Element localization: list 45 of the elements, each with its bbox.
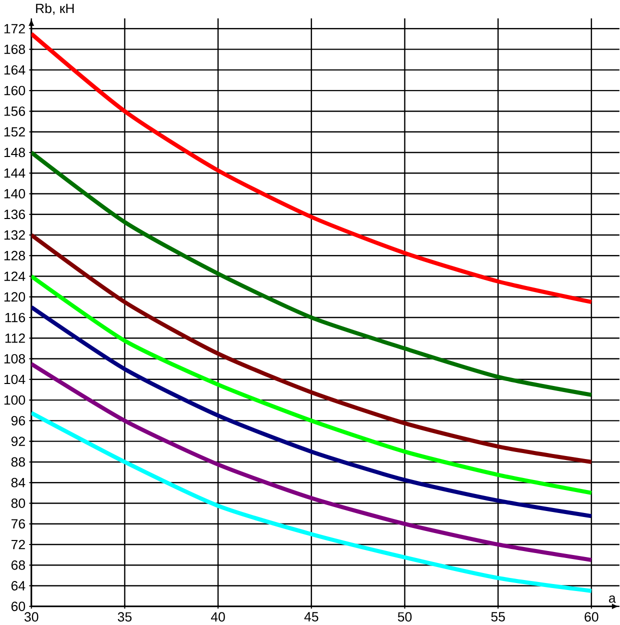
y-tick-label: 64 (11, 581, 26, 590)
y-tick-label: 92 (11, 436, 25, 446)
x-tick-label: 30 (24, 612, 38, 622)
y-tick-label: 144 (4, 168, 26, 178)
x-tick-label: 35 (118, 612, 132, 622)
x-tick-label: 55 (491, 612, 505, 622)
x-tick-label: 60 (584, 612, 598, 622)
y-tick-label: 108 (4, 354, 25, 364)
x-tick-label: 40 (210, 612, 225, 622)
y-axis-title: Rb, кН (36, 3, 74, 15)
y-tick-label: 160 (4, 86, 25, 96)
x-tick-label: 45 (304, 612, 318, 622)
line-series (31, 305, 594, 518)
y-tick-label: 120 (4, 292, 25, 302)
y-tick-label: 68 (11, 560, 25, 570)
y-tick-label: 164 (4, 65, 26, 75)
y-tick-label: 84 (11, 478, 26, 488)
y-tick-label: 132 (4, 230, 25, 240)
y-tick-label: 128 (4, 250, 25, 260)
x-tick-label: 50 (398, 612, 412, 622)
line-series (31, 362, 594, 562)
y-tick-label: 116 (5, 312, 25, 322)
line-series (31, 274, 594, 495)
y-tick-label: 172 (4, 24, 25, 34)
y-tick-label: 136 (4, 210, 25, 220)
y-tick-label: 156 (4, 106, 25, 116)
y-tick-label: 112 (5, 334, 25, 343)
y-tick-label: 80 (11, 498, 25, 508)
line-series (31, 150, 594, 397)
line-series (31, 32, 594, 304)
y-tick-label: 100 (4, 395, 25, 405)
y-tick-label: 152 (4, 127, 25, 137)
y-tick-label: 148 (4, 148, 25, 158)
y-tick-label: 104 (4, 374, 26, 384)
x-axis-title: a (608, 595, 616, 603)
y-tick-label: 76 (11, 519, 25, 529)
y-tick-label: 60 (11, 602, 25, 612)
y-tick-label: 140 (4, 189, 25, 198)
y-tick-label: 168 (4, 44, 25, 54)
line-series (31, 232, 594, 464)
y-tick-label: 72 (11, 540, 25, 550)
y-tick-label: 124 (4, 272, 26, 281)
y-tick-label: 88 (11, 457, 25, 467)
y-tick-label: 96 (11, 416, 25, 426)
line-series (31, 410, 594, 593)
